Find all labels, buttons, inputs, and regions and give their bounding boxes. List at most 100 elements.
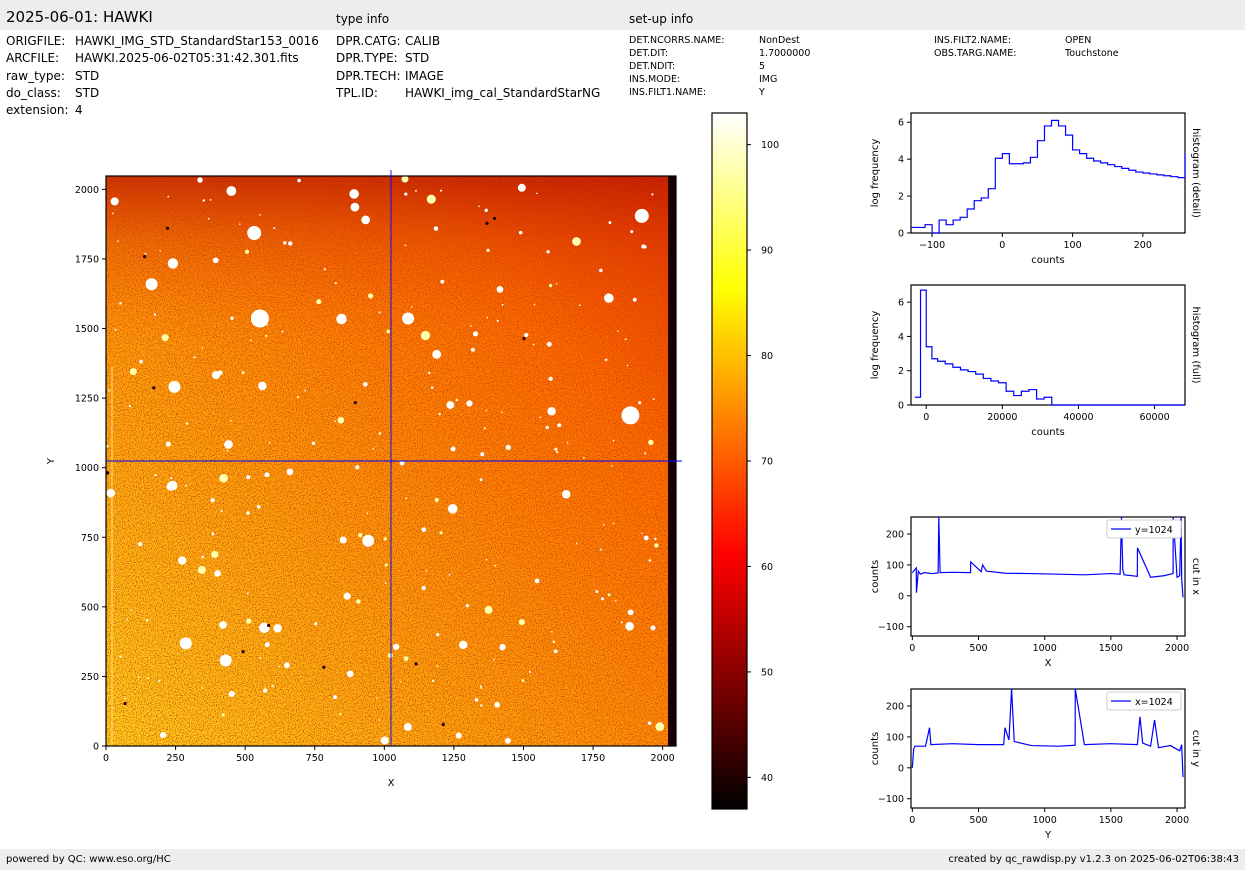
star [547, 407, 556, 416]
star [518, 619, 525, 626]
star [566, 442, 569, 444]
star [158, 680, 161, 683]
star [554, 447, 558, 451]
star [161, 334, 169, 342]
y-tick-label: 500 [81, 602, 99, 613]
star [648, 439, 654, 446]
star [521, 679, 525, 683]
x-tick-label: 500 [969, 815, 987, 826]
cut-x-legend-label: y=1024 [1135, 525, 1173, 536]
star [472, 331, 479, 337]
star [405, 497, 408, 499]
star [504, 737, 511, 744]
star [582, 456, 585, 459]
star [385, 582, 387, 585]
cut-y-side-label: cut in y [1190, 730, 1201, 767]
y-tick-label: 4 [898, 155, 904, 166]
x-tick-label: 0 [909, 815, 915, 826]
star [431, 679, 435, 682]
star [448, 573, 451, 576]
dark-pixel [152, 386, 156, 390]
star [201, 555, 205, 559]
dark-pixel [322, 665, 326, 669]
star [625, 621, 634, 631]
star [440, 189, 443, 192]
colorbar-tick-label: 90 [761, 246, 773, 257]
star [505, 444, 511, 451]
star [528, 671, 531, 674]
star [555, 282, 558, 285]
cut-x-side-label: cut in x [1190, 558, 1201, 595]
star [393, 643, 400, 650]
dark-pixel [485, 221, 489, 225]
x-tick-label: 100 [1064, 240, 1082, 251]
star [256, 505, 261, 509]
x-tick-label: 60000 [1139, 412, 1169, 423]
star [284, 662, 290, 669]
star [238, 223, 241, 225]
star [378, 432, 382, 435]
star [399, 460, 405, 466]
star [638, 401, 642, 405]
star [165, 441, 171, 447]
star-bright [179, 637, 192, 650]
setup-key: INS.MODE: [629, 74, 681, 85]
file-info-key: do_class: [6, 86, 61, 100]
star [128, 404, 131, 408]
file-info-key: extension: [6, 103, 69, 117]
star [226, 186, 237, 196]
star [627, 609, 634, 616]
type-info-value: CALIB [405, 34, 441, 48]
cut-x-xlabel: X [1045, 658, 1052, 669]
star [368, 293, 374, 299]
star [654, 537, 657, 541]
star [138, 541, 143, 547]
star [154, 474, 157, 477]
setup-value: Touchstone [1065, 48, 1119, 59]
y-tick-label: 250 [81, 672, 99, 683]
y-tick-label: 0 [898, 229, 904, 240]
star [548, 376, 553, 381]
star [159, 249, 162, 252]
star [433, 226, 439, 231]
star [314, 622, 318, 626]
y-tick-label: 0 [898, 591, 904, 602]
dark-pixel [106, 471, 110, 475]
star [455, 398, 458, 402]
footer-band [0, 849, 1245, 870]
y-tick-label: −100 [878, 794, 904, 805]
colorbar-tick-label: 80 [761, 351, 773, 362]
setup-key: DET.NCORRS.NAME: [629, 35, 725, 46]
star [361, 215, 371, 225]
star [185, 422, 189, 425]
star [426, 194, 436, 204]
x-tick-label: −100 [919, 240, 945, 251]
star-bright [145, 278, 158, 291]
y-tick-label: 200 [886, 702, 904, 713]
star [632, 297, 637, 302]
page-title: 2025-06-01: HAWKI [6, 8, 153, 26]
x-tick-label: 750 [306, 753, 324, 764]
dark-pixel [522, 336, 526, 341]
star [604, 358, 608, 362]
type-info-heading: type info [336, 12, 390, 26]
star [355, 465, 360, 470]
star [226, 449, 229, 452]
star-bright [402, 312, 415, 325]
star [201, 346, 204, 349]
star [479, 685, 482, 688]
type-info-value: STD [405, 51, 430, 65]
star [641, 244, 646, 249]
star [410, 306, 413, 308]
star [170, 477, 173, 480]
setup-key: INS.FILT2.NAME: [934, 35, 1012, 46]
star [296, 396, 299, 399]
star [241, 371, 245, 374]
star [534, 578, 540, 584]
star [403, 723, 412, 731]
star [626, 364, 629, 367]
star [334, 420, 336, 423]
y-tick-label: 100 [886, 560, 904, 571]
star [614, 599, 617, 602]
star [496, 285, 504, 293]
